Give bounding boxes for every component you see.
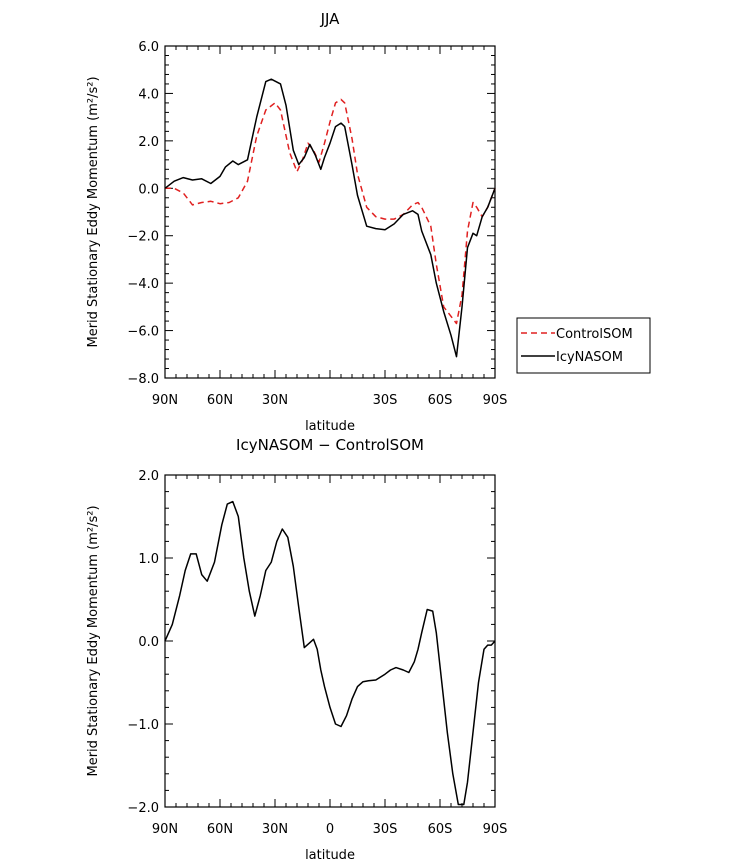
x-tick-label: 0 bbox=[326, 822, 334, 837]
chart-top-y-label: Merid Stationary Eddy Momentum (m²/s²) bbox=[86, 76, 101, 347]
series-line-difference-0 bbox=[164, 500, 496, 806]
chart-top-x-axis: 90N 60N 30N 30S 60S 90S bbox=[152, 46, 508, 408]
chart-bottom-y-label: Merid Stationary Eddy Momentum (m²/s²) bbox=[86, 505, 101, 776]
chart-bottom-x-axis: 90N 60N 30N 0 30S 60S 90S bbox=[152, 475, 508, 837]
chart-bottom-series bbox=[164, 500, 496, 806]
y-tick-label: 2.0 bbox=[138, 469, 159, 484]
x-tick-label: 30N bbox=[262, 822, 288, 837]
y-tick-label: −1.0 bbox=[127, 718, 159, 733]
chart-top-plot-frame bbox=[164, 45, 496, 379]
chart-top-series bbox=[164, 78, 496, 358]
chart-bottom-x-label: latitude bbox=[305, 848, 355, 863]
y-tick-label: −4.0 bbox=[127, 277, 159, 292]
legend-label-icynasom: IcyNASOM bbox=[556, 350, 623, 365]
y-tick-label: −8.0 bbox=[127, 372, 159, 387]
chart-top-title: JJA bbox=[320, 10, 341, 28]
y-tick-label: 2.0 bbox=[138, 135, 159, 150]
series-line-controlsom bbox=[165, 98, 496, 325]
series-line-icynasom bbox=[164, 78, 496, 358]
chart-bottom-plot-frame bbox=[164, 474, 496, 808]
x-tick-label: 90S bbox=[483, 393, 508, 408]
x-tick-label: 30S bbox=[373, 822, 398, 837]
x-tick-label: 60S bbox=[428, 393, 453, 408]
legend-label-controlsom: ControlSOM bbox=[556, 327, 633, 342]
x-tick-label: 60N bbox=[207, 822, 233, 837]
y-tick-label: 4.0 bbox=[138, 87, 159, 102]
y-tick-label: 0.0 bbox=[138, 182, 159, 197]
chart-top-panel: JJA −8.0 −6.0 −4.0 −2.0 0.0 2.0 4.0 6.0 90N 60N 3… bbox=[86, 10, 651, 434]
x-tick-label: 30N bbox=[262, 393, 288, 408]
y-tick-label: 6.0 bbox=[138, 40, 159, 55]
legend-frame bbox=[516, 317, 651, 374]
chart-top-y-axis: −8.0 −6.0 −4.0 −2.0 0.0 2.0 4.0 6.0 bbox=[127, 40, 495, 387]
y-tick-label: −2.0 bbox=[127, 801, 159, 816]
x-tick-label: 30S bbox=[373, 393, 398, 408]
x-tick-label: 90N bbox=[152, 393, 178, 408]
x-tick-label: 60N bbox=[207, 393, 233, 408]
chart-bottom-y-axis: −2.0 −1.0 0.0 1.0 2.0 bbox=[127, 469, 495, 816]
y-tick-label: −2.0 bbox=[127, 230, 159, 245]
chart-bottom-title: IcyNASOM − ControlSOM bbox=[236, 436, 424, 454]
y-tick-label: 0.0 bbox=[138, 635, 159, 650]
chart-bottom-panel: IcyNASOM − ControlSOM −2.0−1.00.01.02.0 … bbox=[86, 436, 507, 863]
chart-top-x-label: latitude bbox=[305, 419, 355, 434]
x-tick-label: 60S bbox=[428, 822, 453, 837]
chart-top-legend: ControlSOM IcyNASOM bbox=[516, 317, 651, 374]
y-tick-label: 1.0 bbox=[138, 552, 159, 567]
x-tick-label: 90S bbox=[483, 822, 508, 837]
y-tick-label: −6.0 bbox=[127, 325, 159, 340]
x-tick-label: 90N bbox=[152, 822, 178, 837]
